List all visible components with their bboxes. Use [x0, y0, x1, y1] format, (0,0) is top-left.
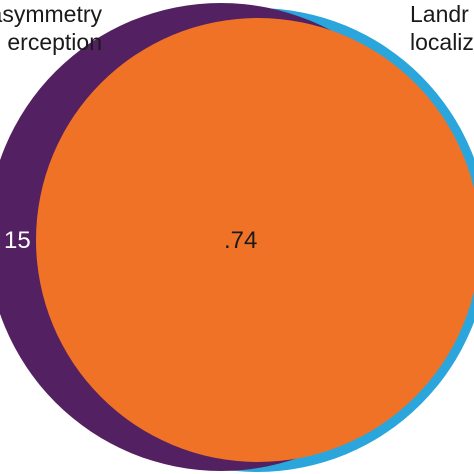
- set-label-right-line-1: Landr: [410, 1, 469, 27]
- set-label-left: asymmetry erception: [0, 0, 102, 56]
- left-only-value: 15: [4, 227, 31, 254]
- set-label-right-line-2: localiz: [410, 29, 474, 55]
- set-label-left-line-1: asymmetry: [0, 1, 102, 27]
- set-label-left-line-2: erception: [7, 29, 102, 55]
- set-label-right: Landr localiz: [410, 0, 474, 56]
- overlap-value: .74: [224, 227, 258, 254]
- overlap-region: [36, 18, 474, 462]
